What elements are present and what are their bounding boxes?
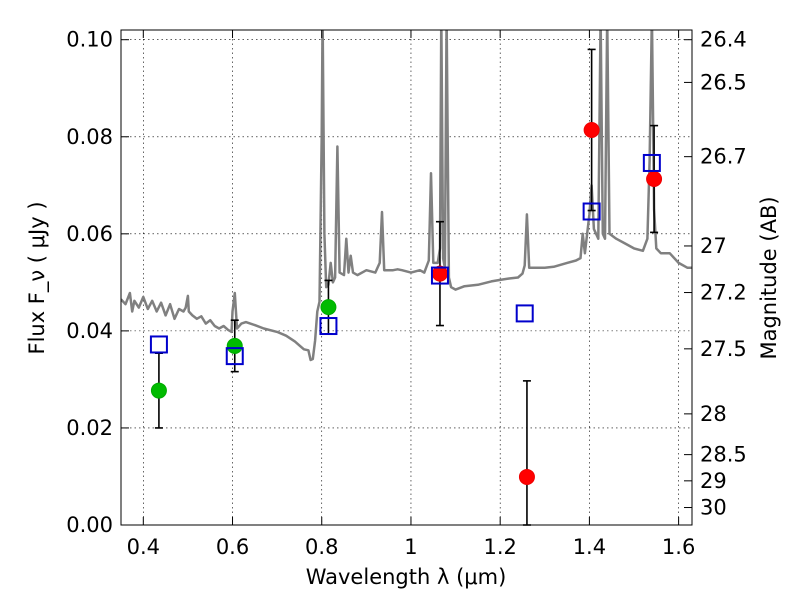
model-point — [430, 266, 449, 285]
model-point — [225, 347, 244, 366]
data-point — [583, 121, 600, 138]
model-spectrum — [121, 30, 692, 362]
data-point — [646, 170, 663, 187]
mag-tick-label: 27.5 — [700, 337, 747, 361]
y-tick-label: 0.08 — [66, 125, 113, 149]
grid-layer — [121, 30, 692, 526]
mag-tick-label: 30 — [700, 496, 727, 520]
right-axis-label: Magnitude (AB) — [757, 196, 781, 359]
model-point — [582, 202, 601, 221]
mag-tick-label: 27 — [700, 234, 727, 258]
data-point — [518, 468, 535, 485]
x-tick-label: 0.8 — [305, 535, 338, 559]
x-tick-label: 0.6 — [216, 535, 249, 559]
mag-tick-label: 26.7 — [700, 145, 747, 169]
data-points — [149, 48, 663, 526]
model-point — [149, 335, 168, 354]
mag-tick-label: 26.5 — [700, 70, 747, 94]
mag-tick-label: 26.4 — [700, 28, 747, 52]
x-tick-label: 1.6 — [662, 535, 695, 559]
mag-tick-label: 28.5 — [700, 443, 747, 467]
model-point — [319, 317, 338, 336]
y-tick-label: 0.02 — [66, 416, 113, 440]
plot-frame — [120, 29, 693, 526]
mag-tick-label: 29 — [700, 469, 727, 493]
data-point — [226, 337, 243, 354]
x-tick-label: 1.2 — [483, 535, 516, 559]
mag-tick-label: 27.2 — [700, 281, 747, 305]
y-axis-label: Flux F_ν ( μJy ) — [25, 201, 50, 354]
y-tick-label: 0.10 — [66, 28, 113, 52]
x-axis-label: Wavelength λ (μm) — [306, 565, 507, 589]
model-point — [642, 153, 661, 172]
data-point — [150, 382, 167, 399]
y-tick-label: 0.00 — [66, 513, 113, 537]
x-tick-label: 1 — [404, 535, 417, 559]
spectrum-line — [121, 30, 692, 362]
x-tick-label: 1.4 — [573, 535, 606, 559]
axis-ticks: 0.4 0.6 0.8 1 1.2 1.4 1.6 0.00 0.02 0.04 0.06 0.08 0… — [66, 28, 747, 559]
x-tick-label: 0.4 — [127, 535, 160, 559]
mag-tick-label: 28 — [700, 402, 727, 426]
y-tick-label: 0.06 — [66, 222, 113, 246]
data-point — [320, 299, 337, 316]
y-tick-label: 0.04 — [66, 319, 113, 343]
model-point — [515, 304, 534, 323]
